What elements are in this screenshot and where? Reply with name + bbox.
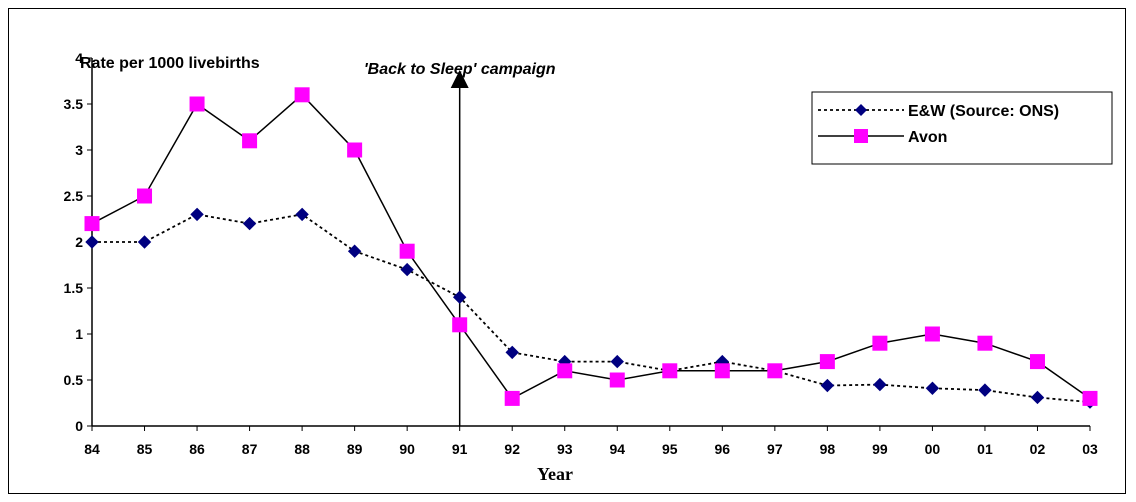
y-tick-label: 0 [75, 418, 83, 434]
data-point [294, 87, 310, 103]
data-point [399, 243, 415, 259]
data-point [452, 290, 467, 304]
legend: E&W (Source: ONS) Avon [811, 91, 1113, 165]
legend-box [811, 91, 1113, 165]
data-point [295, 207, 309, 222]
data-point [452, 317, 468, 333]
x-tick-label: 90 [399, 441, 415, 457]
data-point [977, 335, 993, 351]
data-point [873, 377, 887, 392]
data-point [242, 216, 257, 231]
legend-entry: Avon [818, 129, 947, 146]
y-axis: 0 0.5 1 1.5 2 2.5 3 3.5 4 [64, 50, 93, 434]
data-point [505, 345, 519, 360]
y-tick-label: 4 [75, 50, 83, 66]
data-point [347, 244, 362, 258]
y-tick-label: 1.5 [64, 280, 84, 296]
y-tick-label: 2.5 [64, 188, 84, 204]
x-tick-label: 02 [1030, 441, 1046, 457]
data-point [242, 133, 258, 149]
data-point [1029, 354, 1045, 370]
y-tick-label: 3 [75, 142, 83, 158]
data-point [347, 142, 363, 158]
x-tick-label: 03 [1082, 441, 1098, 457]
x-tick-label: 99 [872, 441, 888, 457]
legend-marker [855, 104, 867, 116]
data-point [820, 378, 835, 393]
data-point [1030, 390, 1045, 405]
y-tick-label: 1 [75, 326, 83, 342]
x-tick-label: 98 [820, 441, 836, 457]
y-axis-label: Rate per 1000 livebirths [80, 55, 260, 72]
x-tick-label: 94 [609, 441, 625, 457]
series-ew [85, 207, 1097, 409]
x-tick-label: 87 [242, 441, 258, 457]
data-point [872, 335, 888, 351]
data-point [662, 363, 678, 379]
data-point [189, 96, 205, 112]
data-point [610, 354, 624, 369]
campaign-arrow-icon [450, 70, 469, 88]
data-point [557, 363, 573, 379]
data-point [1082, 390, 1098, 406]
legend-marker [854, 129, 868, 143]
series-layer [84, 87, 1098, 409]
data-point [137, 235, 152, 249]
data-point [925, 381, 940, 395]
data-point [924, 326, 940, 342]
x-tick-label: 97 [767, 441, 783, 457]
y-tick-label: 3.5 [64, 96, 84, 112]
y-tick-label: 2 [75, 234, 83, 250]
data-point [85, 235, 99, 249]
x-axis-label: Year [537, 464, 573, 484]
legend-label: Avon [908, 129, 947, 146]
x-axis: 84 85 86 87 88 89 90 91 92 93 94 95 96 97 98 99 00 01 02 03 [84, 425, 1098, 457]
chart-frame [8, 8, 1126, 494]
x-tick-label: 96 [715, 441, 731, 457]
legend-label: E&W (Source: ONS) [908, 103, 1059, 120]
series-line [92, 213, 1091, 403]
x-tick-label: 86 [189, 441, 205, 457]
x-tick-label: 89 [347, 441, 363, 457]
series-avon [84, 87, 1098, 406]
data-point [767, 363, 783, 379]
x-tick-label: 01 [977, 441, 993, 457]
x-tick-label: 95 [662, 441, 678, 457]
data-point [819, 354, 835, 370]
data-point [714, 363, 730, 379]
data-point [137, 188, 153, 204]
data-point [609, 372, 625, 388]
x-tick-label: 84 [84, 441, 100, 457]
x-tick-label: 88 [294, 441, 310, 457]
campaign-annotation: 'Back to Sleep' campaign [364, 61, 556, 426]
x-tick-label: 92 [504, 441, 520, 457]
x-tick-label: 91 [452, 441, 468, 457]
series-line [91, 93, 1091, 400]
campaign-label: 'Back to Sleep' campaign [364, 61, 556, 78]
y-tick-label: 0.5 [64, 372, 84, 388]
data-point [978, 383, 992, 397]
x-tick-label: 93 [557, 441, 573, 457]
data-point [400, 262, 414, 277]
x-tick-label: 85 [137, 441, 153, 457]
x-tick-label: 00 [925, 441, 941, 457]
data-point [84, 216, 100, 232]
legend-entry: E&W (Source: ONS) [818, 103, 1059, 120]
data-point [190, 207, 204, 222]
data-point [504, 390, 520, 406]
